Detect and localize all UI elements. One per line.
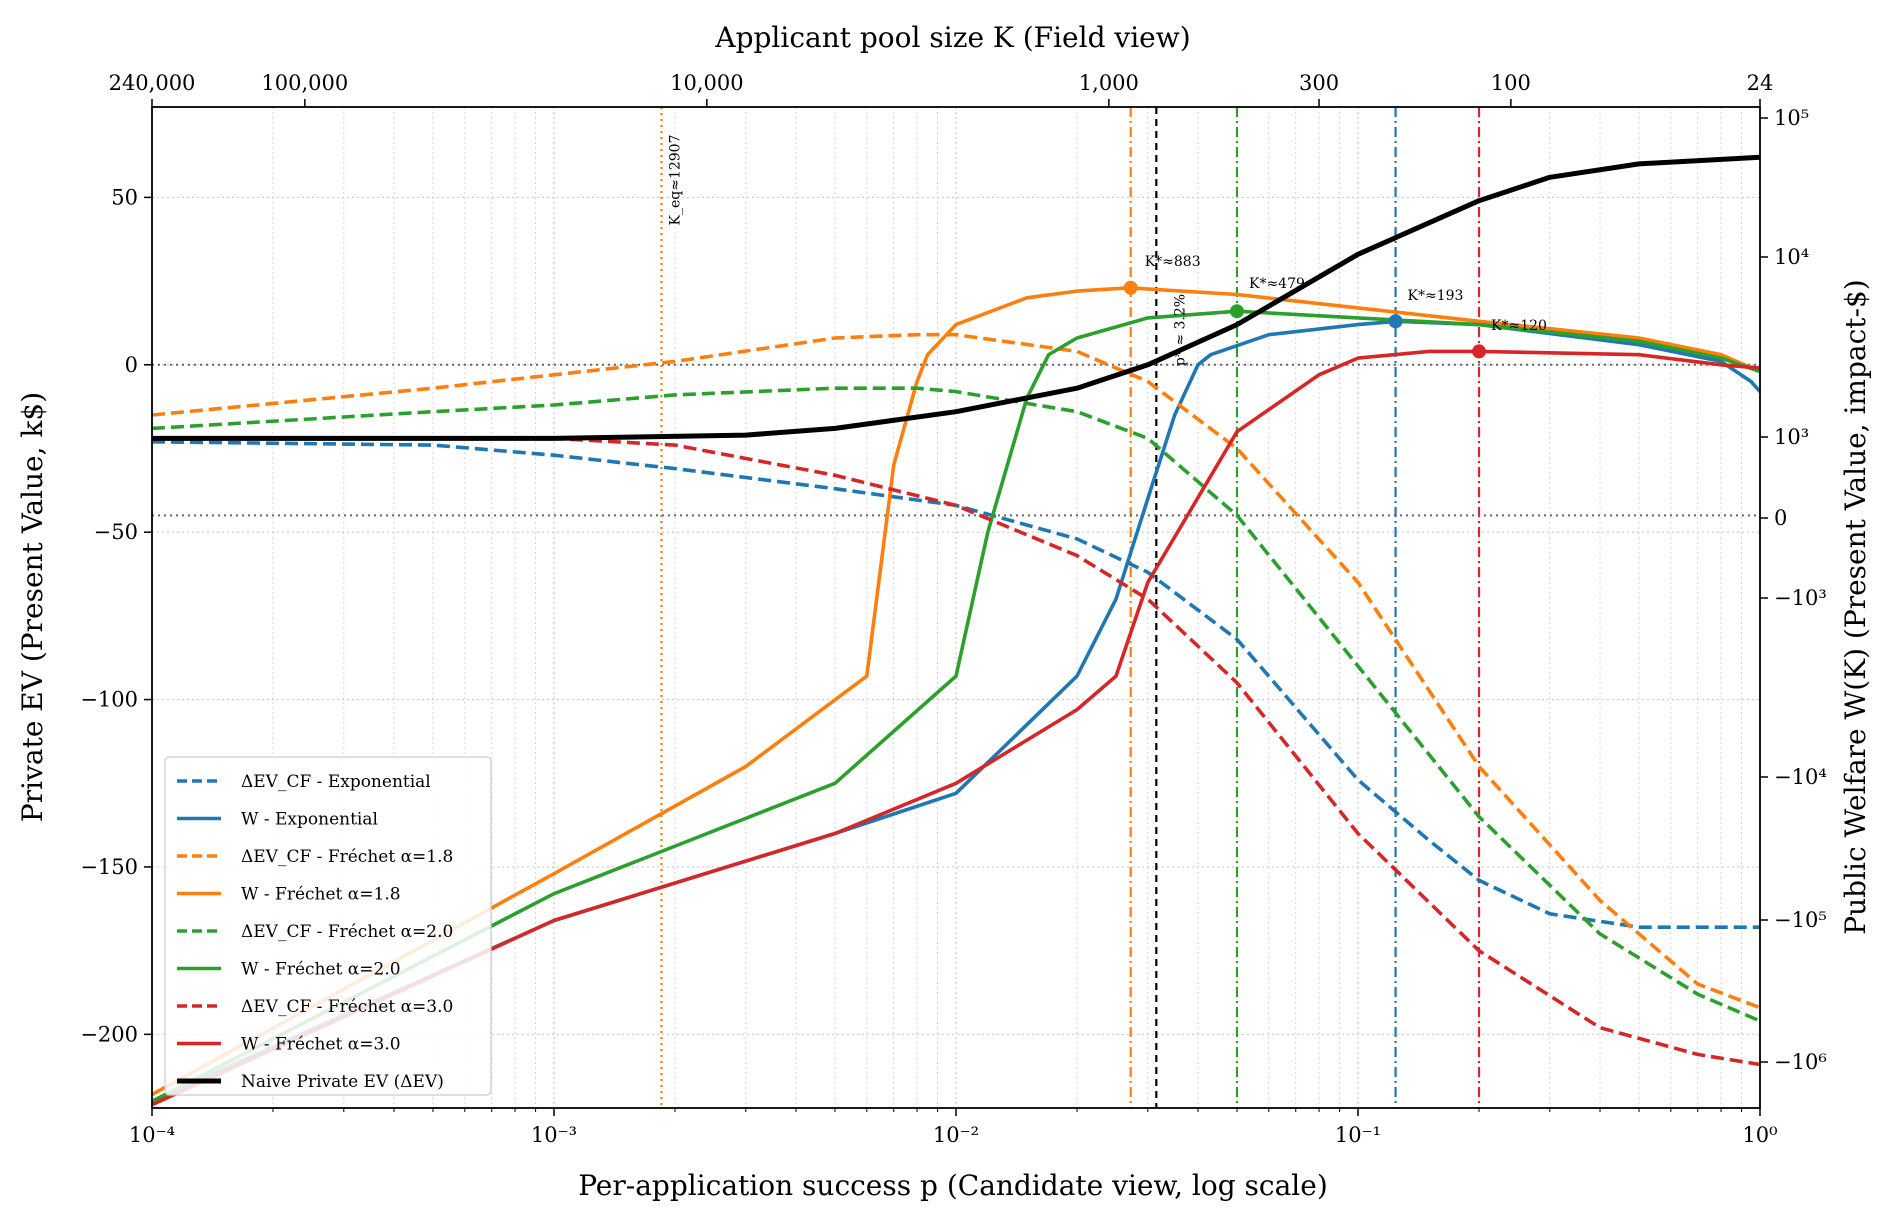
vline-annotation: K*≈120 xyxy=(1491,318,1547,334)
top-tick-label: 300 xyxy=(1299,71,1339,95)
top-tick-label: 24 xyxy=(1747,71,1774,95)
right-tick-label: 10⁴ xyxy=(1774,245,1809,269)
legend-label: W - Fréchet α=3.0 xyxy=(241,1035,401,1055)
left-tick-label: −150 xyxy=(80,855,138,879)
marker-layer xyxy=(1123,280,1487,359)
vline-annotation: K*≈479 xyxy=(1249,276,1305,292)
left-tick-label: −50 xyxy=(94,520,138,544)
vline-annotation: K*≈883 xyxy=(1145,254,1201,270)
top-axis-title: Applicant pool size K (Field view) xyxy=(714,21,1190,54)
series-layer xyxy=(151,154,1762,1107)
right-tick-label: −10⁶ xyxy=(1774,1050,1827,1074)
tick-layer: 10⁻⁴ 10⁻³ 10⁻² 10⁻¹ 10⁰ 240,000 100,000 10,000 1… xyxy=(80,71,1826,1147)
right-tick-label: 0 xyxy=(1774,506,1787,530)
top-tick-label: 240,000 xyxy=(109,71,196,95)
optimum-marker-frechet_1_8 xyxy=(1123,280,1138,295)
x-axis-title: Per-application success p (Candidate vie… xyxy=(578,1169,1328,1202)
right-tick-label: −10⁴ xyxy=(1774,765,1827,789)
x-tick-label: 10⁻² xyxy=(933,1123,979,1147)
top-tick-label: 1,000 xyxy=(1079,71,1139,95)
top-tick-label: 100,000 xyxy=(261,71,348,95)
series-line-frechet_2_0-solid xyxy=(151,309,1761,1103)
vline-annotation: K_eq≈12907 xyxy=(667,135,683,226)
optimum-marker-exponential xyxy=(1388,314,1403,329)
optimum-marker-frechet_2_0 xyxy=(1229,304,1244,319)
x-tick-label: 10⁻¹ xyxy=(1335,1123,1381,1147)
legend-label: Naive Private EV (ΔEV) xyxy=(241,1072,444,1092)
legend-label: ΔEV_CF - Fréchet α=2.0 xyxy=(241,922,453,942)
legend-label: ΔEV_CF - Exponential xyxy=(241,772,431,792)
annotation-layer: K_eq≈12907 K*≈883 p* ≈ 3.2% K*≈479 K*≈193 K*≈… xyxy=(667,135,1547,367)
left-axis-title: Private EV (Present Value, k$) xyxy=(16,392,49,822)
right-tick-label: 10⁵ xyxy=(1774,106,1809,130)
series-line-exponential-solid xyxy=(151,319,1762,1103)
series-line-exponential-dashed xyxy=(151,440,1760,929)
legend-label: W - Fréchet α=2.0 xyxy=(241,960,401,980)
x-tick-label: 10⁻³ xyxy=(531,1123,577,1147)
vline-annotation: p* ≈ 3.2% xyxy=(1172,294,1188,366)
right-tick-label: −10⁵ xyxy=(1774,908,1827,932)
legend-box xyxy=(164,756,492,1096)
series-line-naive-thick xyxy=(152,154,1761,441)
hline-layer xyxy=(152,363,1760,517)
right-axis-title: Public Welfare W(K) (Present Value, impa… xyxy=(1839,279,1872,934)
vline-layer xyxy=(660,107,1481,1108)
legend-label: ΔEV_CF - Fréchet α=1.8 xyxy=(241,847,453,867)
left-tick-label: −200 xyxy=(80,1022,138,1046)
series-line-frechet_1_8-solid xyxy=(151,286,1761,1097)
left-tick-label: 50 xyxy=(111,185,138,209)
x-tick-label: 10⁻⁴ xyxy=(129,1123,175,1147)
legend-label: W - Exponential xyxy=(241,810,378,830)
vline-annotation: K*≈193 xyxy=(1408,288,1464,304)
optimum-marker-frechet_3_0 xyxy=(1472,344,1487,359)
left-tick-label: 0 xyxy=(125,353,138,377)
x-tick-label: 10⁰ xyxy=(1742,1123,1777,1147)
series-line-frechet_2_0-dashed xyxy=(151,386,1761,1023)
left-tick-label: −100 xyxy=(80,688,138,712)
series-line-frechet_1_8-dashed xyxy=(151,332,1761,1010)
right-tick-label: 10³ xyxy=(1774,425,1809,449)
top-tick-label: 100 xyxy=(1491,71,1531,95)
right-tick-label: −10³ xyxy=(1774,586,1827,610)
series-line-frechet_3_0-solid xyxy=(151,349,1761,1107)
legend: ΔEV_CF - Exponential W - Exponential ΔEV_C… xyxy=(164,756,492,1096)
legend-label: ΔEV_CF - Fréchet α=3.0 xyxy=(241,997,453,1017)
top-tick-label: 10,000 xyxy=(670,71,743,95)
legend-label: W - Fréchet α=1.8 xyxy=(241,885,401,905)
